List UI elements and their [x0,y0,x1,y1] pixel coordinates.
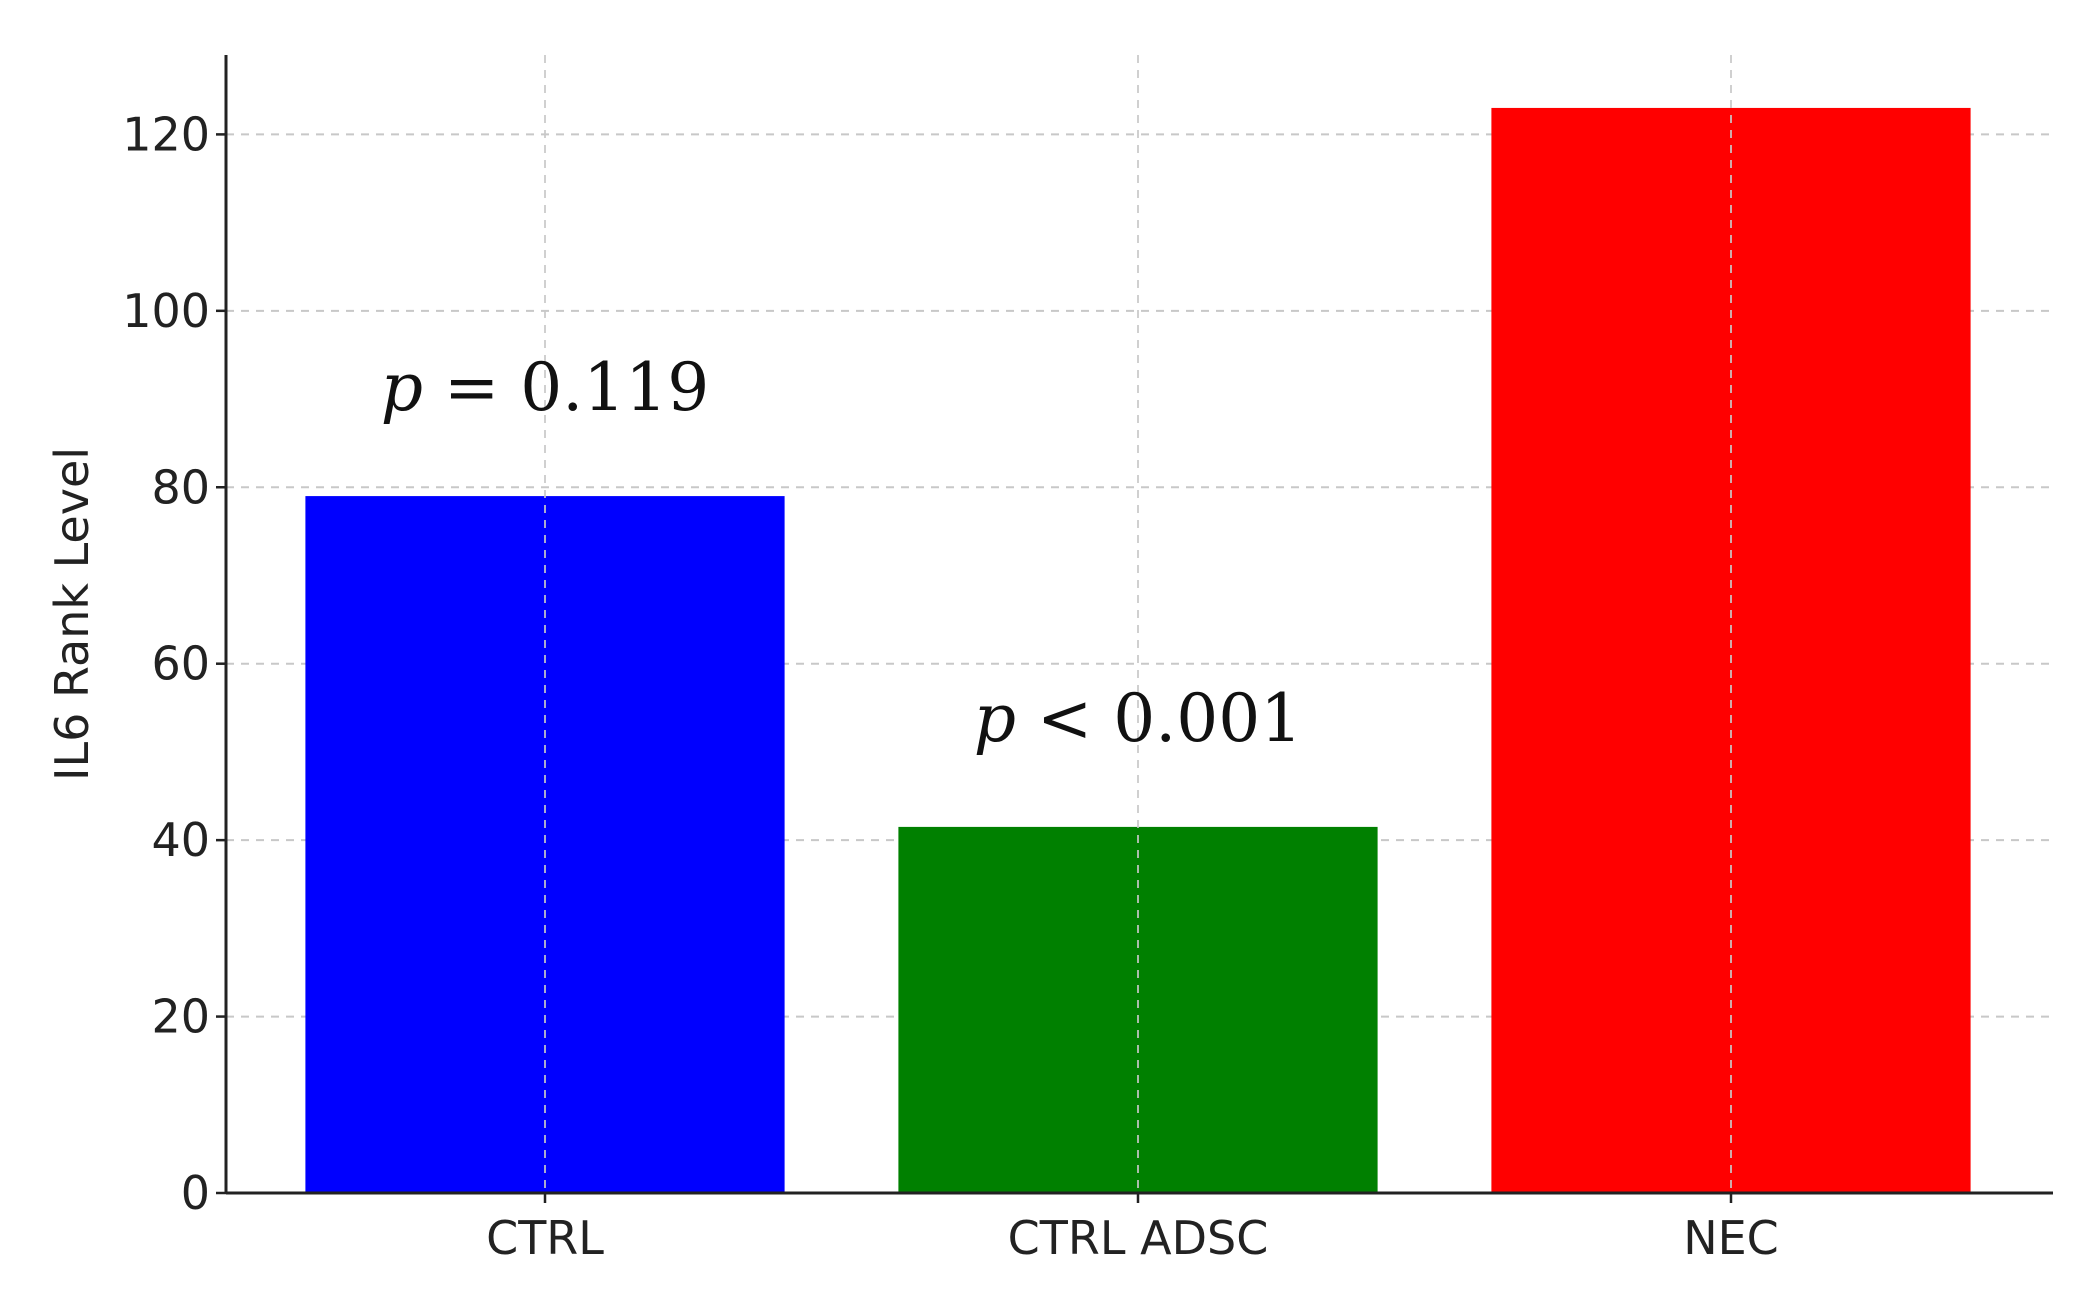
x-tick-label: CTRL [486,1211,604,1265]
y-ticks: 0 20 40 60 80 100 120 [122,107,226,1220]
y-tick-label: 80 [151,460,210,514]
y-tick-label: 0 [181,1166,210,1220]
y-tick-label: 120 [122,107,210,161]
y-tick-label: 60 [151,637,210,691]
x-tick-label: NEC [1683,1211,1779,1265]
y-tick-label: 20 [151,990,210,1044]
p-value-annotation: p < 0.001 [974,680,1302,757]
vertical-grid-lines [544,55,1732,1193]
axes [224,55,2053,1195]
y-tick-label: 40 [151,813,210,867]
x-ticks: CTRL CTRL ADSC NEC [486,1193,1779,1265]
p-value-annotation: p = 0.119 [381,349,709,426]
annotations: p = 0.119 p < 0.001 [381,349,1302,757]
y-tick-label: 100 [122,284,210,338]
y-axis-title: IL6 Rank Level [45,447,99,781]
bar-nec [1491,107,1971,1194]
x-tick-label: CTRL ADSC [1008,1211,1269,1265]
